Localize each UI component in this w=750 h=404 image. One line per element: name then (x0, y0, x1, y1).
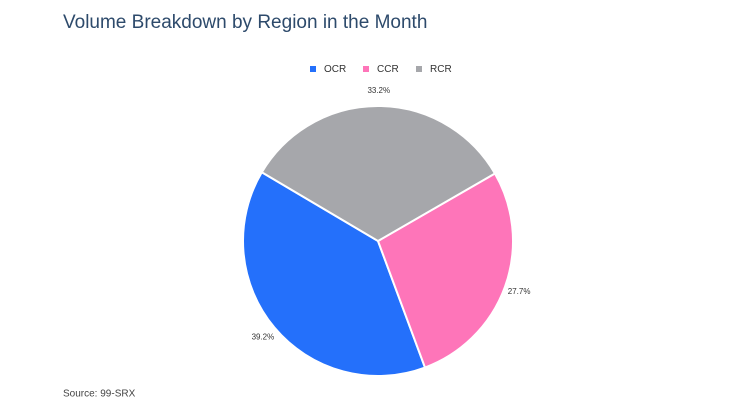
legend-marker (310, 66, 316, 72)
legend-label: RCR (430, 64, 452, 75)
legend-label: OCR (324, 64, 346, 75)
data-label: 39.2% (252, 332, 275, 341)
pie-slice (242, 170, 427, 377)
chart-title: Volume Breakdown by Region in the Month (63, 12, 427, 33)
legend-marker (363, 66, 369, 72)
source-note: Source: 99-SRX (63, 389, 136, 400)
data-label: 27.7% (508, 287, 531, 296)
legend-label: CCR (377, 64, 399, 75)
data-label: 33.2% (367, 86, 390, 95)
pie-slice (260, 105, 497, 243)
legend-marker (416, 66, 422, 72)
